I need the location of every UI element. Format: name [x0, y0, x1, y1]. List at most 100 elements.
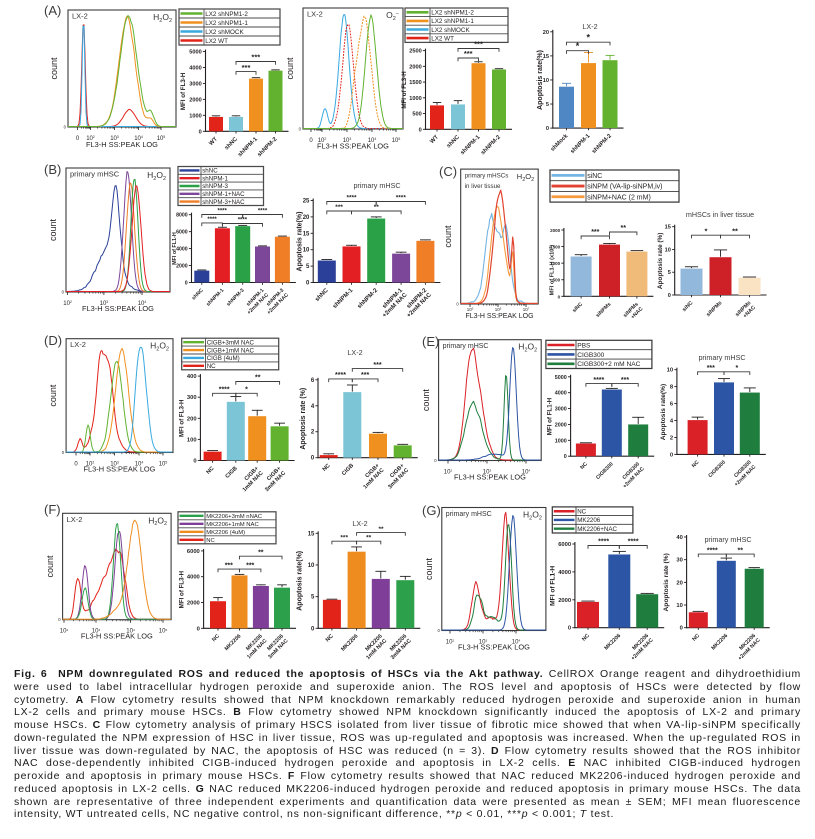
svg-text:5: 5 [311, 595, 315, 601]
svg-text:siNPM+NAC (2 mM): siNPM+NAC (2 mM) [587, 194, 651, 201]
svg-text:LX2 shMOCK: LX2 shMOCK [431, 27, 470, 34]
svg-text:CIGB300+2 mM NAC: CIGB300+2 mM NAC [577, 361, 640, 368]
svg-text:(B): (B) [44, 162, 61, 177]
svg-text:MFI of FL1-H (x103): MFI of FL1-H (x103) [549, 245, 556, 296]
svg-text:(E): (E) [422, 334, 439, 349]
svg-text:102: 102 [60, 628, 69, 635]
svg-text:105: 105 [392, 137, 401, 144]
svg-text:FL3-H SS:PEAK LOG: FL3-H SS:PEAK LOG [81, 632, 153, 641]
svg-text:0: 0 [193, 459, 196, 465]
svg-text:CIGB300: CIGB300 [707, 459, 727, 479]
svg-text:6000: 6000 [187, 549, 200, 555]
svg-text:mHSCs in liver tissue: mHSCs in liver tissue [686, 210, 754, 219]
svg-text:primary mHSC: primary mHSC [698, 353, 745, 362]
svg-text:CIGB: CIGB [341, 463, 355, 477]
svg-text:count: count [443, 225, 453, 248]
svg-text:***: *** [474, 40, 483, 49]
svg-text:107: 107 [523, 306, 530, 312]
svg-text:1500: 1500 [409, 80, 421, 86]
svg-text:0: 0 [668, 293, 671, 299]
svg-text:FL3-H SS:PEAK LOG: FL3-H SS:PEAK LOG [454, 473, 526, 482]
svg-text:NC: NC [691, 459, 701, 469]
svg-text:102: 102 [86, 135, 95, 142]
svg-text:6: 6 [311, 378, 315, 384]
svg-text:(F): (F) [44, 502, 61, 517]
svg-text:104: 104 [126, 628, 135, 635]
svg-text:0: 0 [185, 281, 188, 287]
svg-text:H2O2: H2O2 [148, 515, 167, 527]
svg-text:****: **** [258, 209, 268, 215]
svg-text:***: *** [246, 562, 254, 569]
svg-text:103: 103 [110, 460, 119, 467]
svg-text:LX2 shNPM1-2: LX2 shNPM1-2 [205, 11, 248, 18]
svg-text:0: 0 [309, 138, 313, 144]
svg-text:105: 105 [157, 135, 166, 142]
svg-text:***: *** [464, 49, 473, 58]
svg-text:Apoptosis rate (%): Apoptosis rate (%) [300, 388, 307, 450]
svg-text:WT: WT [208, 136, 219, 147]
svg-text:NC: NC [211, 633, 221, 643]
svg-text:LX-2: LX-2 [72, 12, 88, 21]
svg-text:LX-2: LX-2 [582, 22, 597, 31]
svg-text:2000: 2000 [187, 601, 200, 607]
svg-text:***: *** [707, 365, 715, 372]
svg-text:primary mHSC: primary mHSC [704, 535, 751, 544]
svg-text:4: 4 [670, 419, 674, 425]
svg-text:104: 104 [368, 137, 377, 144]
svg-text:20: 20 [303, 215, 310, 221]
svg-text:0: 0 [670, 452, 673, 458]
svg-text:0: 0 [456, 302, 459, 307]
svg-text:0: 0 [76, 136, 80, 142]
svg-text:MK2206: MK2206 [604, 633, 623, 652]
svg-text:LX2 shNPM1-1: LX2 shNPM1-1 [205, 20, 248, 27]
svg-text:****: **** [598, 539, 609, 546]
svg-text:shNPM-1: shNPM-1 [460, 134, 482, 156]
svg-text:1000: 1000 [555, 438, 567, 444]
svg-text:8: 8 [670, 385, 674, 391]
svg-text:primary mHSCs: primary mHSCs [465, 173, 509, 180]
svg-text:shNPM-3: shNPM-3 [202, 183, 228, 190]
svg-text:**: ** [366, 534, 372, 541]
svg-text:0: 0 [58, 617, 61, 622]
svg-text:***: *** [242, 63, 251, 72]
svg-text:0: 0 [306, 281, 310, 287]
svg-text:LX-2: LX-2 [70, 340, 86, 349]
svg-text:2000: 2000 [409, 64, 421, 70]
svg-text:Apoptosis rate(%): Apoptosis rate(%) [297, 551, 304, 611]
svg-text:MFI of FL3-H: MFI of FL3-H [180, 72, 187, 110]
svg-text:shNPM-1+NAC: shNPM-1+NAC [202, 191, 245, 198]
svg-text:500: 500 [412, 112, 421, 118]
svg-text:shNPM-1: shNPM-1 [237, 136, 259, 158]
svg-text:400: 400 [187, 374, 197, 380]
svg-text:5: 5 [306, 264, 310, 270]
svg-text:3000: 3000 [189, 81, 201, 87]
svg-text:Apoptosis rate(%): Apoptosis rate(%) [297, 212, 304, 272]
svg-text:4000: 4000 [187, 575, 200, 581]
svg-text:**: ** [620, 225, 626, 232]
svg-text:count: count [45, 555, 55, 578]
svg-text:O2−: O2− [386, 10, 399, 22]
svg-text:***: *** [251, 53, 260, 62]
svg-text:CIGB300: CIGB300 [595, 461, 615, 481]
svg-text:shNC: shNC [446, 134, 462, 150]
svg-text:(C): (C) [439, 164, 457, 179]
svg-text:**: ** [374, 204, 380, 211]
svg-text:0: 0 [64, 125, 67, 130]
svg-text:105: 105 [159, 628, 168, 635]
svg-text:*: * [705, 226, 708, 235]
svg-text:0: 0 [62, 450, 65, 455]
svg-text:MFI of FL3-H: MFI of FL3-H [401, 71, 408, 109]
svg-text:15: 15 [665, 225, 671, 231]
svg-text:0: 0 [546, 126, 549, 132]
svg-text:***: *** [361, 372, 369, 379]
svg-text:40: 40 [676, 535, 682, 541]
svg-text:2000: 2000 [176, 264, 188, 270]
svg-text:MK2206 (4uM): MK2206 (4uM) [206, 530, 245, 536]
svg-text:****: **** [628, 539, 639, 546]
svg-text:count: count [421, 389, 431, 412]
svg-text:0: 0 [568, 626, 571, 632]
svg-text:2000: 2000 [550, 228, 561, 233]
svg-text:MK2206: MK2206 [577, 517, 601, 524]
svg-text:NC: NC [577, 509, 586, 516]
svg-text:15: 15 [543, 54, 549, 60]
